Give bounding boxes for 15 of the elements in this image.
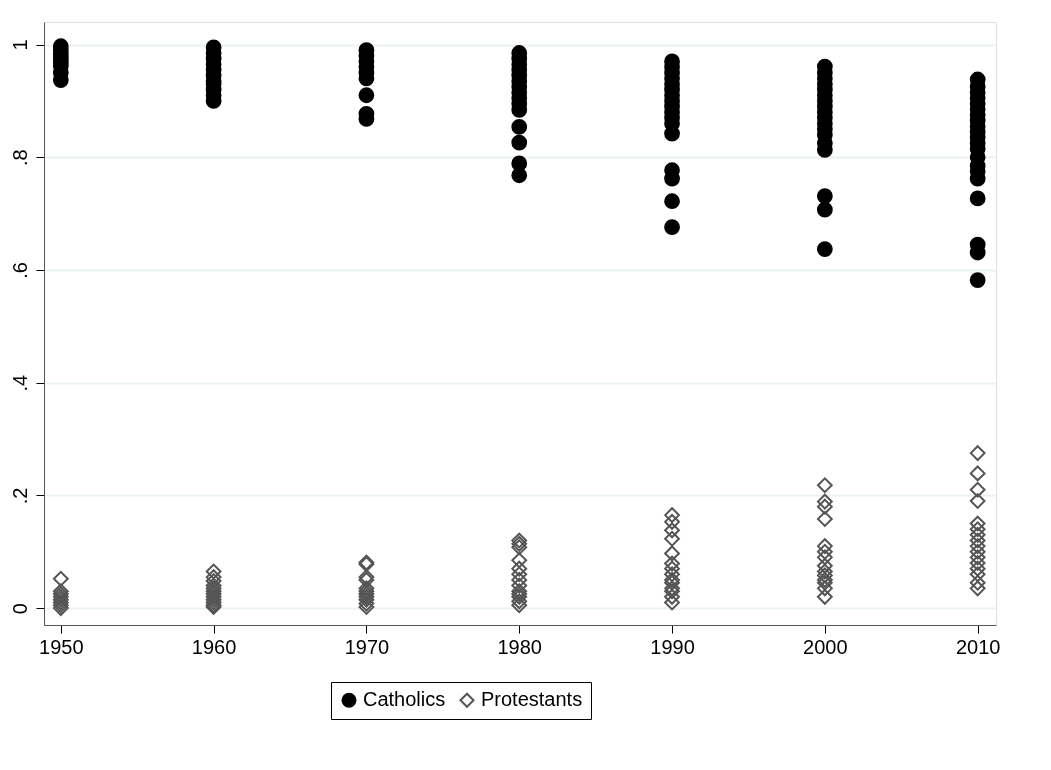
y-tick-label: .6 (8, 262, 31, 279)
y-tick-label: .2 (8, 487, 31, 505)
x-tick-label: 1980 (497, 635, 542, 658)
x-tick-label: 2000 (803, 635, 848, 658)
legend-label: Catholics (363, 688, 446, 711)
y-tick-label: 1 (8, 39, 31, 51)
y-tick-label: 0 (8, 603, 31, 615)
x-tick-label: 1950 (39, 635, 84, 658)
legend-label: Protestants (481, 688, 583, 711)
y-tick-label: .8 (8, 149, 31, 167)
x-tick-label: 2010 (955, 635, 1001, 658)
x-tick-label: 1960 (191, 635, 237, 658)
y-tick-label: .4 (8, 374, 31, 392)
x-tick-label: 1990 (650, 635, 695, 658)
x-tick-label: 1970 (344, 635, 390, 658)
